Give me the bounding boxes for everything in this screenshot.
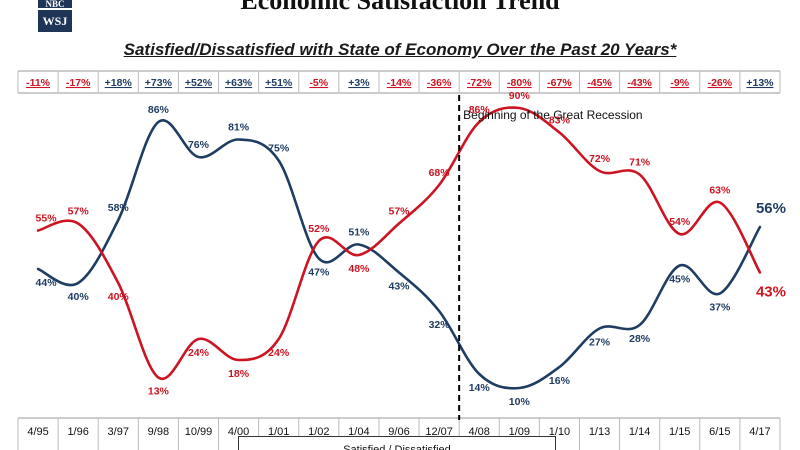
satisfied-value-label: 14%: [469, 382, 491, 394]
net-change-label: -11%: [26, 77, 51, 89]
net-change-row: -11% -17% +18% +73% +52% +63% +51% -5% +3% -14% -3…: [17, 70, 781, 94]
satisfied-value-label: 16%: [549, 375, 571, 387]
x-tick-label: 4/00: [228, 426, 249, 438]
dissatisfied-value-label: 86%: [469, 104, 491, 116]
satisfied-value-label: 51%: [348, 227, 370, 239]
nbc-logo: NBC: [38, 0, 72, 9]
satisfied-value-label: 27%: [589, 337, 611, 349]
satisfied-value-label: 76%: [188, 139, 210, 151]
net-change-label: +73%: [145, 77, 173, 89]
net-change-label: -14%: [387, 77, 412, 89]
satisfied-value-label: 56%: [756, 200, 786, 217]
satisfied-value-label: 43%: [388, 281, 410, 293]
satisfied-value-label: 45%: [669, 274, 691, 286]
net-change-label: +52%: [185, 77, 213, 89]
satisfied-value-label: 28%: [629, 333, 651, 345]
dissatisfied-value-label: 57%: [68, 206, 90, 218]
dissatisfied-value-label: 57%: [388, 206, 410, 218]
satisfied-value-label: 86%: [148, 104, 170, 116]
net-change-label: +51%: [265, 77, 293, 89]
x-tick-label: 1/13: [589, 426, 610, 438]
dissatisfied-value-label: 55%: [36, 213, 58, 225]
net-change-label: -72%: [467, 77, 492, 89]
dissatisfied-value-label: 24%: [188, 347, 210, 359]
dissatisfied-value-label: 54%: [669, 216, 691, 228]
x-tick-label: 1/09: [509, 426, 530, 438]
dissatisfied-value-label: 90%: [509, 90, 531, 102]
satisfied-value-label: 40%: [68, 291, 90, 303]
x-tick-label: 6/15: [709, 426, 730, 438]
dissatisfied-value-label: 72%: [589, 153, 611, 165]
satisfied-value-label: 58%: [108, 202, 130, 214]
net-change-label: -9%: [670, 77, 689, 89]
point-labels: 44% 55% 40% 57% 58% 40% 86% 13% 76% 24% 81% 18% 75% 2…: [36, 90, 786, 408]
recession-label: Beginning of the Great Recession: [463, 108, 642, 122]
wsj-logo: WSJ: [38, 10, 72, 32]
dissatisfied-value-label: 68%: [429, 167, 451, 179]
x-tick-label: 4/08: [468, 426, 489, 438]
x-tick-label: 1/01: [268, 426, 289, 438]
x-tick-label: 1/02: [308, 426, 329, 438]
satisfied-value-label: 81%: [228, 122, 250, 134]
x-tick-label: 9/98: [148, 426, 169, 438]
net-change-label: -5%: [309, 77, 328, 89]
x-tick-label: 4/17: [749, 426, 770, 438]
dissatisfied-value-label: 63%: [709, 185, 731, 197]
net-change-label: -43%: [627, 77, 652, 89]
x-tick-label: 10/99: [185, 426, 213, 438]
x-axis: 4/95 1/96 3/97 9/98 10/99 4/00 1/01 1/02 1/04 9/0…: [17, 417, 781, 450]
dissatisfied-line: [36, 106, 762, 381]
dissatisfied-value-label: 18%: [228, 368, 250, 380]
net-change-label: -67%: [547, 77, 572, 89]
dissatisfied-value-label: 71%: [629, 157, 651, 169]
recession-annotation: Beginning of the Great Recession: [458, 95, 643, 420]
dissatisfied-value-label: 13%: [148, 386, 170, 398]
legend: Satisfied / Dissatisfied: [238, 436, 556, 450]
net-change-label: -36%: [427, 77, 452, 89]
satisfied-value-label: 44%: [36, 277, 58, 289]
satisfied-value-label: 37%: [709, 302, 731, 314]
x-tick-label: 1/96: [67, 426, 88, 438]
net-change-label: -80%: [507, 77, 532, 89]
satisfied-value-label: 47%: [308, 267, 330, 279]
dissatisfied-value-label: 48%: [348, 263, 370, 275]
satisfied-value-label: 75%: [268, 143, 290, 155]
satisfied-value-label: 32%: [429, 319, 451, 331]
net-change-label: -45%: [587, 77, 612, 89]
net-change-label: -26%: [708, 77, 733, 89]
x-tick-label: 1/14: [629, 426, 650, 438]
x-tick-label: 3/97: [108, 426, 129, 438]
dissatisfied-value-label: 52%: [308, 223, 330, 235]
x-tick-label: 4/95: [27, 426, 48, 438]
net-change-label: +13%: [746, 77, 774, 89]
dissatisfied-value-label: 24%: [268, 347, 290, 359]
net-change-label: -17%: [66, 77, 91, 89]
x-tick-label: 1/15: [669, 426, 690, 438]
satisfied-line: [36, 118, 762, 390]
satisfied-value-label: 10%: [509, 396, 531, 408]
net-change-label: +63%: [225, 77, 253, 89]
chart-subtitle: Satisfied/Dissatisfied with State of Eco…: [123, 40, 677, 59]
dissatisfied-value-label: 40%: [108, 291, 130, 303]
dissatisfied-value-label: 83%: [549, 115, 571, 127]
x-tick-label: 12/07: [425, 426, 453, 438]
dissatisfied-value-label: 43%: [756, 284, 786, 301]
net-change-label: +18%: [105, 77, 133, 89]
x-tick-label: 1/10: [549, 426, 570, 438]
chart-title: Economic Satisfaction Trend: [240, 0, 560, 15]
x-tick-label: 1/04: [348, 426, 369, 438]
series-layer: [36, 106, 762, 390]
x-tick-label: 9/06: [388, 426, 409, 438]
net-change-label: +3%: [348, 77, 370, 89]
